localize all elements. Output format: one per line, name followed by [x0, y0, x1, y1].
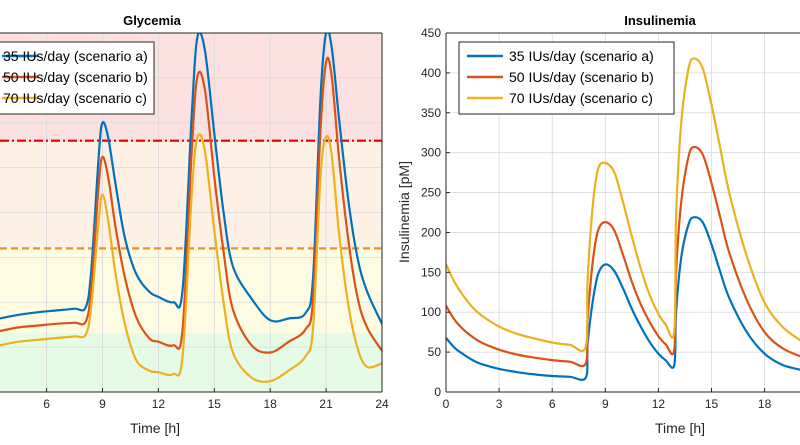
glycemia-x-ticks: 6 9 12 15 18 21 24: [43, 388, 389, 411]
insulinemia-y-tick-label-6: 300: [421, 146, 441, 160]
insulinemia-legend: 35 IUs/day (scenario a) 50 IUs/day (scena…: [458, 41, 675, 115]
glycemia-series: [0, 33, 382, 383]
glycemia-series-line-2: [0, 133, 382, 383]
insulinemia-title: Insulinemia: [624, 13, 696, 28]
glycemia-panel: 6 9 12 15 18 21 24 Glycemia Time [h] 35 IUs/da…: [0, 13, 389, 436]
insulinemia-y-axis-label: Insulinemia [pM]: [396, 161, 412, 263]
glycemia-legend-label-0: 35 IUs/day (scenario a): [3, 48, 148, 64]
insulinemia-series-line-1: [446, 145, 800, 368]
insulinemia-legend-label-0: 35 IUs/day (scenario a): [509, 48, 654, 64]
insulinemia-y-tick-label-4: 200: [421, 225, 441, 239]
glycemia-x-tick-label-6: 24: [375, 397, 389, 411]
insulinemia-x-ticks: 0 3 6 9 12 15 18: [443, 388, 772, 411]
insulinemia-y-tick-label-0: 0: [434, 385, 441, 399]
insulinemia-y-tick-label-3: 150: [421, 265, 441, 279]
insulinemia-y-tick-label-1: 50: [428, 345, 442, 359]
glycemia-legend-label-1: 50 IUs/day (scenario b): [3, 69, 148, 85]
glycemia-title: Glycemia: [123, 13, 182, 28]
insulinemia-series-line-2: [446, 57, 800, 353]
insulinemia-panel: 0 3 6 9 12 15 18 0 50 100 150 200 250 300 350 400 450 I…: [396, 13, 800, 436]
glycemia-x-tick-label-0: 6: [43, 397, 50, 411]
insulinemia-series: [446, 57, 800, 381]
insulinemia-x-tick-label-6: 18: [758, 397, 772, 411]
insulinemia-y-tick-label-9: 450: [421, 26, 441, 40]
glycemia-band-1: [0, 248, 382, 333]
glycemia-axes: [0, 32, 383, 393]
insulinemia-legend-label-1: 50 IUs/day (scenario b): [509, 69, 654, 85]
insulinemia-y-tick-label-5: 250: [421, 186, 441, 200]
glycemia-x-tick-label-3: 15: [208, 397, 222, 411]
glycemia-x-axis-label: Time [h]: [130, 420, 180, 436]
glycemia-series-line-0: [0, 33, 382, 325]
glycemia-legend: 35 IUs/day (scenario a) 50 IUs/day (scena…: [0, 41, 155, 115]
glycemia-x-tick-label-2: 12: [152, 397, 166, 411]
insulinemia-x-tick-label-4: 12: [652, 397, 666, 411]
insulinemia-axes: [445, 32, 800, 393]
insulinemia-y-tick-label-8: 400: [421, 66, 441, 80]
insulinemia-y-ticks: 0 50 100 150 200 250 300 350 400 450: [421, 26, 450, 399]
insulinemia-y-tick-label-7: 350: [421, 106, 441, 120]
glycemia-band-0: [0, 332, 382, 392]
insulinemia-x-tick-label-3: 9: [602, 397, 609, 411]
insulinemia-legend-label-2: 70 IUs/day (scenario c): [509, 90, 653, 106]
glycemia-x-tick-label-4: 18: [264, 397, 278, 411]
insulinemia-x-tick-label-1: 3: [496, 397, 503, 411]
glycemia-legend-label-2: 70 IUs/day (scenario c): [3, 90, 147, 106]
insulinemia-x-tick-label-2: 6: [549, 397, 556, 411]
insulinemia-x-tick-label-0: 0: [443, 397, 450, 411]
insulinemia-x-axis-label: Time [h]: [655, 420, 705, 436]
insulinemia-x-tick-label-5: 15: [705, 397, 719, 411]
glycemia-x-tick-label-1: 9: [99, 397, 106, 411]
insulinemia-y-tick-label-2: 100: [421, 305, 441, 319]
glycemia-x-tick-label-5: 21: [319, 397, 333, 411]
glycemia-series-line-1: [0, 56, 382, 354]
insulinemia-series-line-0: [446, 216, 800, 381]
